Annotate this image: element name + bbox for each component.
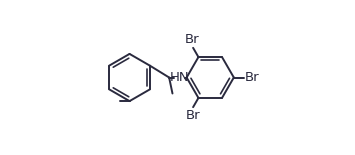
Text: Br: Br <box>185 33 200 46</box>
Text: HN: HN <box>170 71 190 84</box>
Text: Br: Br <box>186 109 201 122</box>
Text: Br: Br <box>245 71 260 84</box>
